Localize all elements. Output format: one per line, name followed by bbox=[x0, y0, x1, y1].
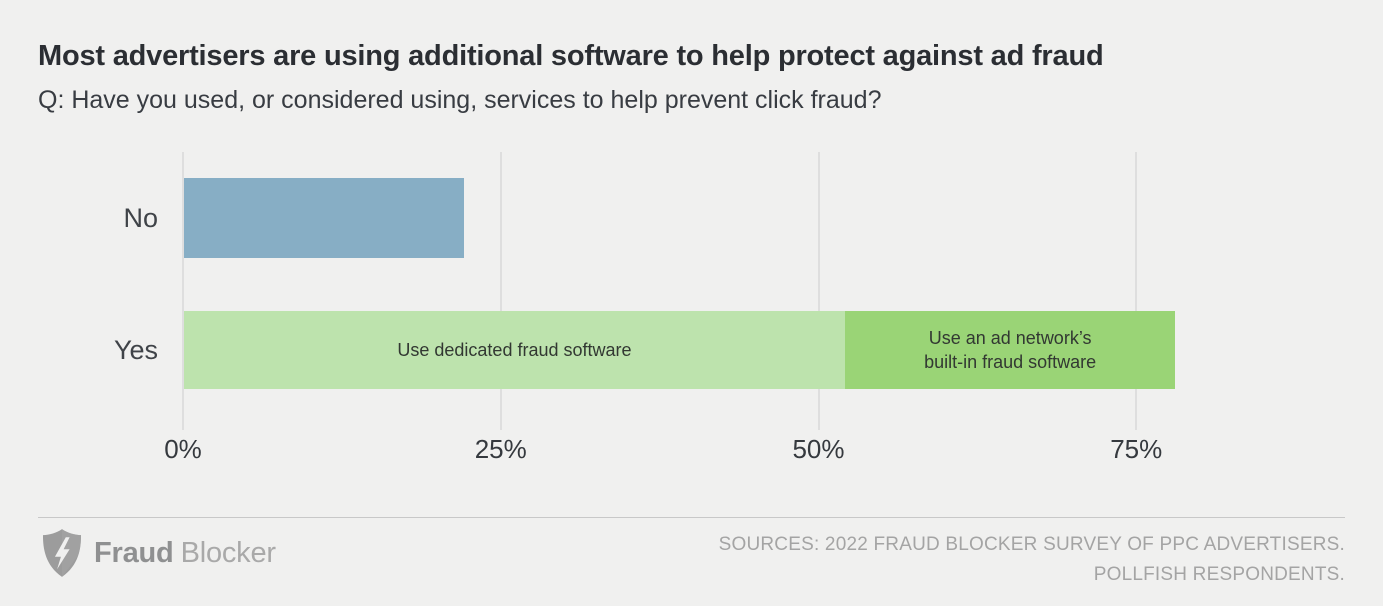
category-label-no: No bbox=[123, 202, 158, 233]
fraud-blocker-logo: Fraud Blocker bbox=[40, 527, 276, 579]
bar-row-no: No bbox=[123, 178, 1345, 258]
sources-line-1: SOURCES: 2022 FRAUD BLOCKER SURVEY OF PP… bbox=[718, 534, 1345, 555]
page-title: Most advertisers are using additional so… bbox=[38, 40, 1104, 72]
gridline-75% bbox=[1135, 152, 1138, 430]
category-label-yes: Yes bbox=[113, 334, 158, 365]
chart-plot-area: 0% 25% 50% 75% No Yes Use dedicated fraud soft… bbox=[114, 152, 1345, 464]
gridline-25% bbox=[499, 152, 502, 430]
gridline-50% bbox=[817, 152, 820, 430]
sources-text: SOURCES: 2022 FRAUD BLOCKER SURVEY OF PP… bbox=[719, 530, 1345, 591]
axis-tick-label: 50% bbox=[792, 434, 845, 464]
bar-segment-label: Use an ad network’s built-in fraud softwa… bbox=[924, 327, 1097, 372]
axis-tick-label: 25% bbox=[474, 434, 527, 464]
bar-segment: Use dedicated fraud software bbox=[184, 311, 845, 389]
gridline-0% bbox=[182, 152, 184, 430]
axis-tick-label: 75% bbox=[1110, 434, 1163, 464]
footer-divider bbox=[38, 517, 1345, 518]
logo-text-blocker: Blocker bbox=[180, 536, 277, 569]
bar-segment: Use an ad network’s built-in fraud softwa… bbox=[844, 311, 1176, 389]
shield-lightning-icon bbox=[42, 529, 82, 577]
logo-text-fraud: Fraud bbox=[94, 536, 174, 569]
bar-segment-label: Use dedicated fraud software bbox=[397, 339, 632, 360]
bar-segment bbox=[184, 178, 464, 258]
page-subtitle: Q: Have you used, or considered using, s… bbox=[38, 86, 882, 114]
axis-tick-label: 0% bbox=[164, 434, 202, 464]
bar-row-yes: Yes Use dedicated fraud software Use an ad… bbox=[114, 311, 1345, 389]
sources-line-2: POLLFISH RESPONDENTS. bbox=[1093, 564, 1345, 586]
